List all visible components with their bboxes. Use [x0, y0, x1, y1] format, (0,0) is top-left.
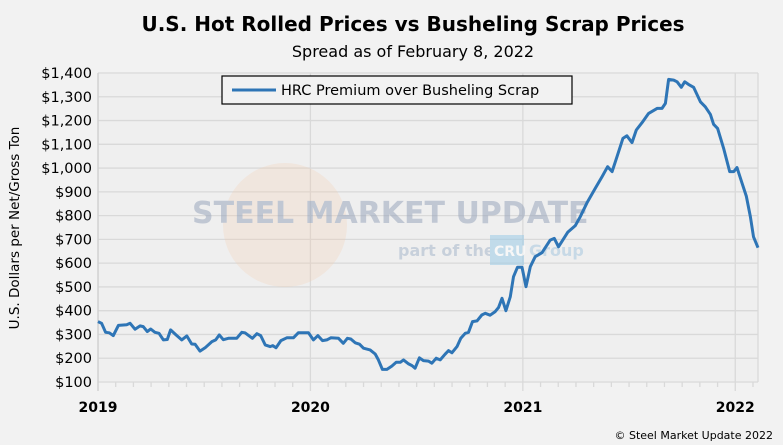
legend: HRC Premium over Busheling Scrap — [221, 75, 573, 105]
y-tick-label: $1,100 — [41, 137, 92, 153]
y-axis-label: U.S. Dollars per Net/Gross Ton — [7, 127, 23, 330]
copyright-text: © Steel Market Update 2022 — [614, 429, 773, 442]
chart-subtitle: Spread as of February 8, 2022 — [292, 42, 534, 61]
watermark-group: Group — [529, 241, 584, 260]
y-tick-label: $1,200 — [41, 114, 92, 130]
x-axis-ticks: 2019 2020 2021 2022 — [79, 382, 755, 416]
y-tick-label: $1,000 — [41, 161, 92, 177]
y-tick-label: $900 — [55, 185, 92, 201]
x-tick-label: 2020 — [291, 400, 330, 416]
y-tick-label: $100 — [55, 375, 92, 391]
y-axis-ticks: $100 $200 $300 $400 $500 $600 $700 $800 $900 $1,0… — [41, 66, 92, 391]
legend-box — [221, 75, 573, 105]
x-tick-label: 2021 — [503, 400, 542, 416]
series-line-hrc-premium — [97, 77, 760, 371]
x-tick-label: 2022 — [716, 400, 755, 416]
watermark: STEEL MARKET UPDATE part of the CRU Grou… — [192, 163, 589, 287]
y-tick-label: $600 — [55, 256, 92, 272]
plot-area — [98, 73, 758, 382]
y-tick-label: $300 — [55, 327, 92, 343]
y-tick-label: $400 — [55, 304, 92, 320]
cru-logo-box — [490, 235, 524, 265]
y-tick-label: $700 — [55, 232, 92, 248]
gridlines — [97, 72, 759, 391]
cru-logo-text: CRU — [494, 244, 526, 260]
y-tick-label: $800 — [55, 209, 92, 225]
y-tick-label: $200 — [55, 351, 92, 367]
y-tick-label: $1,300 — [41, 90, 92, 106]
watermark-brand: STEEL MARKET UPDATE — [192, 196, 589, 231]
y-tick-label: $1,400 — [41, 66, 92, 82]
chart-title: U.S. Hot Rolled Prices vs Busheling Scra… — [141, 12, 684, 36]
y-tick-label: $500 — [55, 280, 92, 296]
watermark-tagline: part of the — [398, 241, 495, 260]
legend-label: HRC Premium over Busheling Scrap — [281, 83, 539, 99]
watermark-globe-icon — [223, 163, 347, 287]
x-tick-label: 2019 — [79, 400, 118, 416]
